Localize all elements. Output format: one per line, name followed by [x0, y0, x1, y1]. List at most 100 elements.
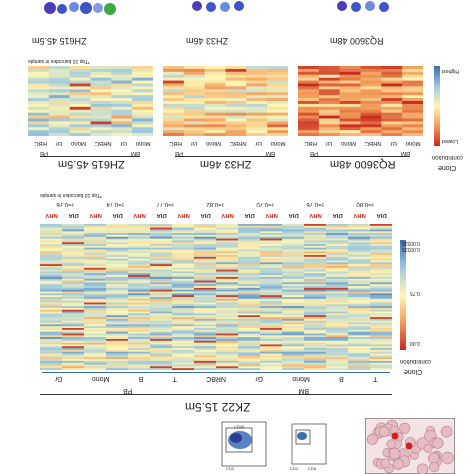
heat-cell [28, 124, 50, 128]
heat-cell [172, 340, 195, 344]
heat-cell [282, 300, 305, 303]
heat-cell [90, 71, 112, 76]
heat-cell [225, 95, 247, 99]
heat-cell [90, 133, 112, 136]
heat-cell [194, 284, 217, 287]
heat-cell [62, 244, 85, 247]
heat-cell [304, 236, 327, 240]
heat-cell [216, 271, 239, 274]
heat-cell [194, 236, 217, 240]
heat-cell [84, 360, 107, 364]
heat-cell [111, 106, 133, 111]
heat-cell [348, 351, 371, 354]
heat-cell [150, 282, 173, 285]
heat-cell [360, 106, 382, 111]
heat-cell [304, 231, 327, 234]
heat-cell [326, 349, 349, 353]
heat-cell [62, 242, 85, 245]
heat-cell [28, 74, 50, 79]
heat-cell [260, 326, 283, 329]
col-label: DIA [332, 212, 343, 218]
heat-cell [318, 77, 341, 81]
heat-cell [381, 86, 403, 90]
heat-cell [370, 300, 392, 303]
heat-cell [194, 304, 217, 307]
heat-cell [172, 291, 195, 294]
heat-cell [62, 338, 85, 342]
heat-cell [267, 130, 288, 134]
heat-cell [62, 362, 85, 365]
heat-cell [246, 124, 268, 128]
heat-cell [106, 273, 129, 276]
heat-cell [128, 271, 151, 274]
heat-cell [128, 315, 151, 318]
heat-cell [216, 331, 239, 334]
heat-cell [348, 348, 371, 351]
heat-cell [348, 353, 371, 356]
heat-cell [106, 233, 129, 236]
heat-cell [150, 255, 173, 258]
heat-cell [150, 249, 173, 252]
heat-cell [194, 238, 217, 241]
heat-cell [267, 89, 288, 93]
heat-cell [282, 236, 305, 240]
heat-cell [260, 280, 283, 283]
heat-cell [150, 359, 173, 362]
heat-cell [62, 309, 85, 312]
heat-cell [40, 245, 63, 249]
heat-cell [40, 242, 63, 245]
heat-cell [128, 329, 151, 333]
heat-cell [360, 101, 382, 105]
heat-cell [348, 245, 371, 249]
heat-cell [183, 71, 206, 76]
heat-cell [238, 326, 261, 329]
heat-cell [238, 368, 261, 370]
heat-cell [348, 320, 371, 323]
heat-cell [238, 287, 261, 291]
heat-cell [339, 89, 361, 93]
heat-cell [381, 66, 403, 70]
heat-cell [163, 112, 185, 116]
heat-cell [106, 353, 129, 356]
heat-cell [282, 276, 305, 280]
heat-cell [106, 304, 129, 307]
top-panel-title-1: ZH615 45.5m [32, 36, 87, 46]
heat-cell [304, 298, 327, 302]
heat-cell [62, 227, 85, 230]
heat-cell [370, 311, 392, 314]
heat-cell [106, 256, 129, 260]
heat-cell [40, 251, 63, 254]
heat-cell [194, 293, 217, 296]
heat-cell [260, 225, 283, 229]
group-label: PB [40, 150, 49, 156]
heat-cell [304, 293, 327, 296]
heat-cell [402, 66, 423, 70]
heat-cell [40, 342, 63, 345]
col-label: DIA [156, 212, 167, 218]
heat-cell [150, 335, 173, 338]
heat-cell [84, 317, 107, 320]
heat-cell [69, 83, 91, 87]
heat-cell [40, 349, 63, 353]
heat-cell [348, 284, 371, 287]
heat-cell [370, 315, 392, 318]
heat-cell [150, 348, 173, 351]
cell-label: Mono [405, 140, 421, 146]
heat-cell [62, 317, 85, 320]
heat-cell [183, 133, 206, 136]
heat-cell [339, 98, 361, 102]
heat-cell [128, 234, 151, 238]
heat-cell [216, 302, 239, 305]
heat-cell [90, 103, 112, 108]
heat2-cell-labels: Mono Gr NRBC Mono Gr RBC [165, 140, 290, 146]
heat-cell [216, 333, 239, 336]
heat-cell [238, 366, 261, 369]
heat-cell [260, 245, 283, 249]
heat-cell [326, 291, 349, 294]
heat-cell [216, 351, 239, 354]
heat-cell [282, 362, 305, 365]
heat-cell [326, 286, 349, 289]
group-label: BM [401, 150, 410, 156]
col-label: NRV [309, 212, 322, 218]
heat-cell [106, 302, 129, 305]
